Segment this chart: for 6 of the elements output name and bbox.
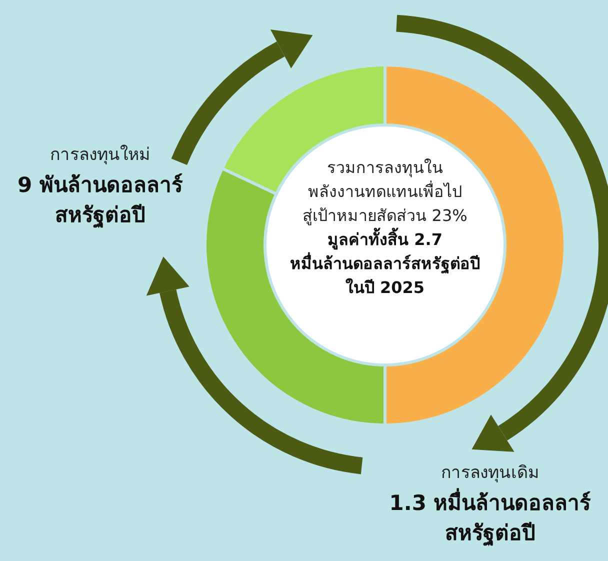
- slice-label: การลงทุนใหม่: [50, 144, 150, 165]
- slice-label: การลงทุนเดิม: [441, 463, 539, 483]
- text: 1.3 หมื่นล้านดอลลาร์ สหรัฐต่อปี: [389, 487, 592, 547]
- text: รวมการลงทุนใน พลังงานทดแทนเพื่อไป สู่เป้าหมายสัดส่วน 23%: [302, 158, 468, 226]
- text: 9 พันล้านดอลลาร์ สหรัฐต่อปี: [18, 173, 184, 229]
- text: มูลค่าทั้งสิ้น 2.7 หมื่นล้านดอลลาร์สหรัฐต่อปี ในปี 2025: [290, 227, 480, 297]
